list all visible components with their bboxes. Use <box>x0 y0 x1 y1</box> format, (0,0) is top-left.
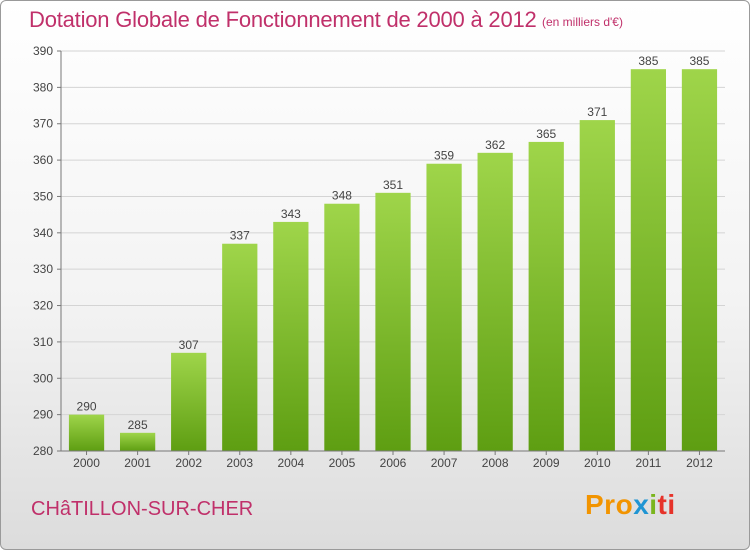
logo-part-3: i <box>649 489 658 520</box>
y-tick-label: 350 <box>33 189 53 203</box>
y-tick-label: 330 <box>33 262 53 276</box>
logo-part-1: Pro <box>585 489 634 520</box>
x-tick-label-2011: 2011 <box>635 456 661 470</box>
x-tick-label-2012: 2012 <box>686 456 713 470</box>
bar-2009 <box>528 141 564 451</box>
data-label-2005: 348 <box>332 189 352 203</box>
x-tick-label-2010: 2010 <box>584 456 611 470</box>
x-tick-label-2002: 2002 <box>175 456 202 470</box>
data-label-2004: 343 <box>281 207 301 221</box>
bar-2003 <box>222 243 258 451</box>
y-tick-label: 280 <box>33 444 53 458</box>
data-label-2003: 337 <box>230 229 250 243</box>
x-tick-label-2009: 2009 <box>533 456 560 470</box>
bar-2001 <box>119 432 156 451</box>
y-tick-label: 310 <box>33 335 53 349</box>
y-tick-label: 290 <box>33 408 53 422</box>
x-tick-label-2001: 2001 <box>124 456 151 470</box>
town-name: CHâTILLON-SUR-CHER <box>31 498 254 520</box>
x-tick-label-2005: 2005 <box>329 456 356 470</box>
data-label-2010: 371 <box>587 105 607 119</box>
x-tick-label-2003: 2003 <box>226 456 253 470</box>
bar-2008 <box>477 152 513 451</box>
bar-2007 <box>426 163 462 451</box>
data-label-2001: 285 <box>128 418 148 432</box>
bar-2010 <box>579 120 615 451</box>
y-tick-label: 380 <box>33 80 53 94</box>
x-tick-label-2004: 2004 <box>277 456 304 470</box>
x-tick-label-2008: 2008 <box>482 456 509 470</box>
bar-2004 <box>273 221 309 451</box>
logo-part-2: x <box>633 489 650 520</box>
y-tick-label: 320 <box>33 299 53 313</box>
bar-2011 <box>630 69 667 451</box>
chart-subtitle: (en milliers d'€) <box>542 15 623 29</box>
data-label-2008: 362 <box>485 138 505 152</box>
data-label-2000: 290 <box>77 400 97 414</box>
y-tick-label: 340 <box>33 226 53 240</box>
x-tick-label-2006: 2006 <box>380 456 407 470</box>
bar-2012 <box>681 69 718 451</box>
data-label-2011: 385 <box>638 54 658 68</box>
x-tick-label-2000: 2000 <box>73 456 100 470</box>
y-tick-label: 360 <box>33 153 53 167</box>
y-tick-label: 300 <box>33 371 53 385</box>
data-label-2006: 351 <box>383 178 403 192</box>
chart-title: Dotation Globale de Fonctionnement de 20… <box>29 7 537 32</box>
data-label-2002: 307 <box>179 338 199 352</box>
proxiti-logo: Proxiti <box>585 489 676 521</box>
logo-part-4: ti <box>657 489 676 520</box>
bar-2002 <box>171 352 207 451</box>
x-tick-label-2007: 2007 <box>431 456 458 470</box>
data-label-2012: 385 <box>689 54 709 68</box>
bar-2005 <box>324 203 360 451</box>
data-label-2009: 365 <box>536 127 556 141</box>
y-tick-label: 370 <box>33 117 53 131</box>
data-label-2007: 359 <box>434 149 454 163</box>
bar-2000 <box>68 414 105 451</box>
y-tick-label: 390 <box>33 44 53 58</box>
bar-2006 <box>375 192 411 451</box>
